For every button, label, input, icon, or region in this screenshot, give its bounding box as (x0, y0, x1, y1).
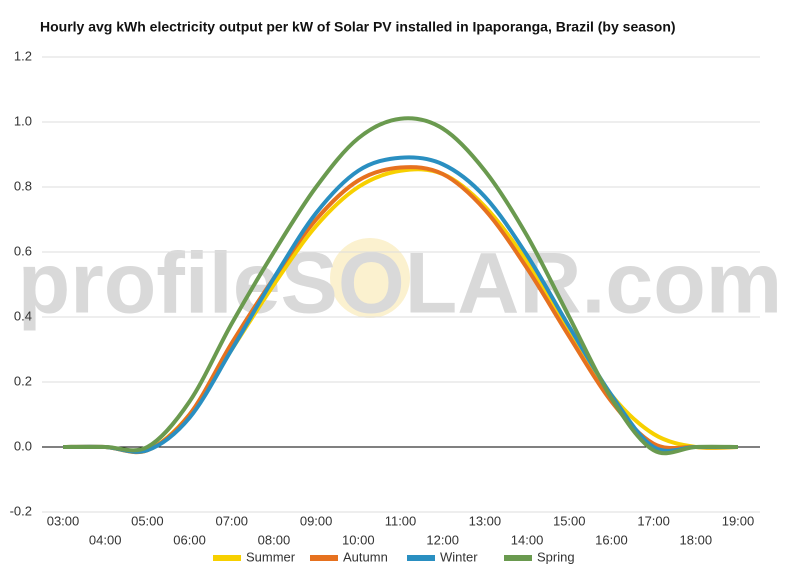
x-tick-label: 16:00 (595, 532, 628, 547)
series-line (63, 116, 739, 456)
x-tick-label: 06:00 (173, 532, 206, 547)
legend-swatch (310, 555, 338, 561)
legend-swatch (407, 555, 435, 561)
chart-title: Hourly avg kWh electricity output per kW… (40, 19, 676, 35)
x-tick-label: 04:00 (89, 532, 122, 547)
y-tick-label: -0.2 (10, 503, 32, 518)
y-tick-label: 1.0 (14, 113, 32, 128)
series-line (62, 155, 738, 454)
x-tick-label: 18:00 (680, 532, 713, 547)
legend-label: Summer (246, 549, 296, 564)
x-tick-label: 05:00 (131, 513, 164, 528)
x-tick-label: 07:00 (215, 513, 248, 528)
x-tick-label: 03:00 (47, 513, 80, 528)
legend-label: Autumn (343, 549, 388, 564)
x-tick-label: 13:00 (469, 513, 502, 528)
x-tick-label: 10:00 (342, 532, 375, 547)
x-tick-label: 19:00 (722, 513, 755, 528)
x-tick-label: 08:00 (258, 532, 291, 547)
y-tick-label: 0.0 (14, 438, 32, 453)
watermark-sun (330, 238, 410, 318)
x-tick-label: 09:00 (300, 513, 333, 528)
x-tick-label: 17:00 (637, 513, 670, 528)
x-tick-label: 14:00 (511, 532, 544, 547)
y-tick-label: 0.8 (14, 178, 32, 193)
y-tick-label: 0.6 (14, 243, 32, 258)
legend-label: Winter (440, 549, 478, 564)
y-tick-label: 1.2 (14, 48, 32, 63)
x-tick-label: 15:00 (553, 513, 586, 528)
legend-label: Spring (537, 549, 575, 564)
legend-swatch (213, 555, 241, 561)
y-tick-label: 0.4 (14, 308, 32, 323)
x-tick-label: 11:00 (385, 513, 417, 528)
x-tick-label: 12:00 (426, 532, 459, 547)
y-tick-label: 0.2 (14, 373, 32, 388)
legend-swatch (504, 555, 532, 561)
